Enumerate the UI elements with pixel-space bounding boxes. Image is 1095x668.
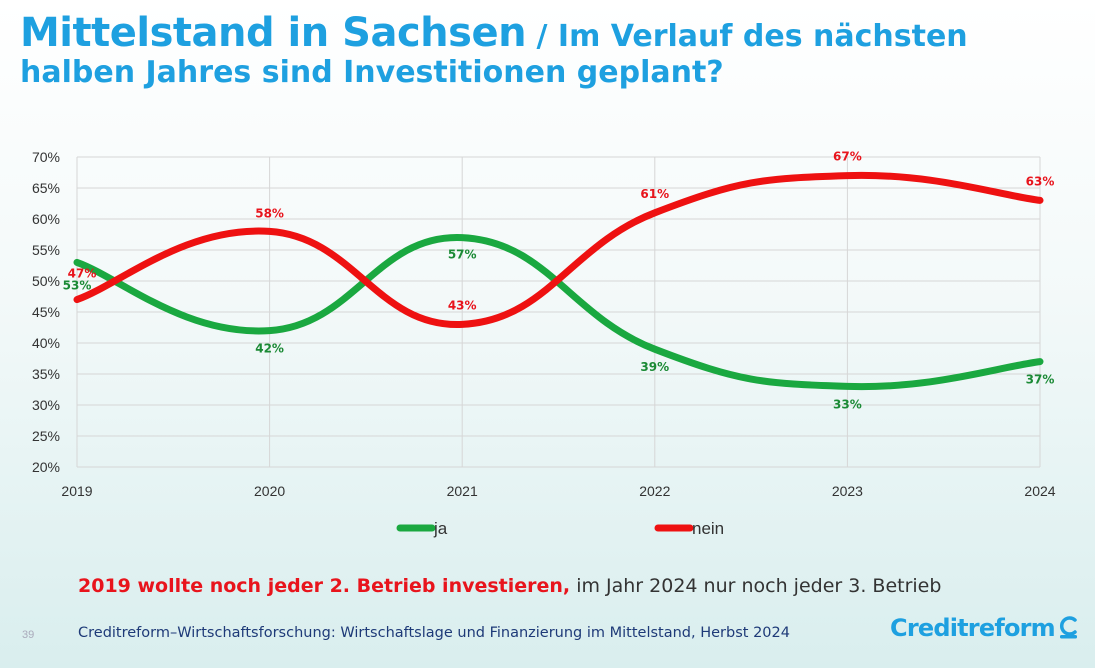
- x-tick-label-2024: 2024: [1024, 483, 1055, 499]
- series-line-nein: [73, 171, 1044, 328]
- y-tick-label: 20%: [32, 459, 60, 475]
- y-tick-label: 55%: [32, 242, 60, 258]
- slide-title: Mittelstand in Sachsen / Im Verlauf des …: [20, 10, 1080, 91]
- x-axis: 2019 2020 2021 2022 2023 2024: [61, 483, 1055, 499]
- y-axis: 20% 25% 30% 35% 40% 45% 50% 55% 60% 65% 70%: [32, 149, 60, 475]
- summary-statement: 2019 wollte noch jeder 2. Betrieb invest…: [78, 575, 941, 597]
- y-tick-label: 50%: [32, 273, 60, 289]
- logo-text: Creditreform: [890, 614, 1056, 642]
- legend-label-nein: nein: [692, 519, 724, 538]
- data-label-nein-2023: 67%: [833, 150, 862, 164]
- y-tick-label: 60%: [32, 211, 60, 227]
- series-line-ja: [73, 234, 1044, 391]
- source-footer: Creditreform–Wirtschaftsforschung: Wirts…: [78, 625, 790, 641]
- summary-rest: im Jahr 2024 nur noch jeder 3. Betrieb: [570, 575, 942, 597]
- legend-label-ja: ja: [433, 519, 448, 538]
- title-sub-line2: halben Jahres sind Investitionen geplant…: [20, 55, 724, 90]
- y-tick-label: 35%: [32, 366, 60, 382]
- summary-highlight: 2019 wollte noch jeder 2. Betrieb invest…: [78, 575, 571, 597]
- logo-c-icon: [1059, 616, 1077, 639]
- y-tick-label: 25%: [32, 428, 60, 444]
- y-tick-label: 40%: [32, 335, 60, 351]
- creditreform-logo: Creditreform: [890, 614, 1080, 642]
- title-sub-line1: / Im Verlauf des nächsten: [526, 19, 968, 54]
- data-labels: 53% 42% 57% 39% 33% 37% 47% 58% 43% 61% 67% 63%: [63, 150, 1055, 412]
- data-label-nein-2022: 61%: [640, 187, 669, 201]
- y-tick-label: 65%: [32, 180, 60, 196]
- data-label-ja-2024: 37%: [1026, 373, 1055, 387]
- data-label-nein-2020: 58%: [255, 206, 284, 220]
- title-main: Mittelstand in Sachsen: [20, 10, 527, 56]
- y-tick-label: 45%: [32, 304, 60, 320]
- y-tick-label: 70%: [32, 149, 60, 165]
- data-label-ja-2021: 57%: [448, 248, 477, 262]
- page-number: 39: [22, 629, 35, 641]
- data-label-nein-2021: 43%: [448, 298, 477, 312]
- data-label-ja-2023: 33%: [833, 397, 862, 411]
- series-lines: [73, 171, 1044, 391]
- x-tick-label-2022: 2022: [639, 483, 670, 499]
- x-tick-label-2019: 2019: [61, 483, 92, 499]
- legend: ja nein: [396, 519, 724, 538]
- line-chart: 20%25%30%35%40%45%50%55%60%65%70% 2019 20…: [32, 149, 1056, 538]
- y-tick-label: 30%: [32, 397, 60, 413]
- data-label-ja-2022: 39%: [640, 360, 669, 374]
- x-tick-label-2020: 2020: [254, 483, 285, 499]
- data-label-nein-2024: 63%: [1026, 174, 1055, 188]
- data-label-nein-2019: 47%: [68, 267, 97, 281]
- x-tick-label-2021: 2021: [447, 483, 478, 499]
- data-label-ja-2019: 53%: [63, 278, 92, 292]
- chart-grid: [76, 156, 1041, 468]
- data-label-ja-2020: 42%: [255, 342, 284, 356]
- x-tick-label-2023: 2023: [832, 483, 863, 499]
